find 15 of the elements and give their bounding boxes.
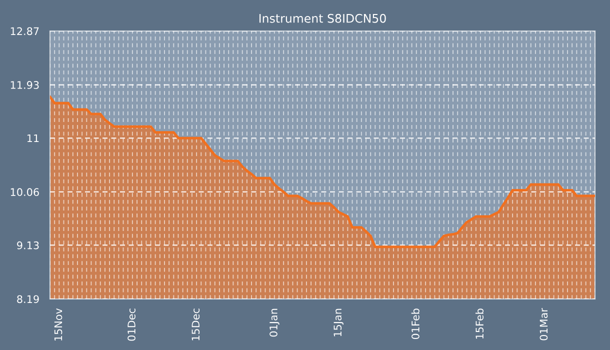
x-tick-label: 01Feb [411, 308, 420, 340]
x-tick-label: 01Mar [540, 308, 548, 340]
x-tick-label: 15Jan [334, 308, 344, 336]
x-tick-label: 15Feb [475, 308, 484, 339]
x-tick-label: 15Dec [192, 308, 200, 340]
x-tick-label: 01Dec [128, 308, 136, 341]
y-tick-label: 10.06 [10, 188, 39, 196]
chart-title: Instrument S8IDCN50 [259, 14, 386, 23]
y-tick-label: 8.19 [17, 295, 39, 304]
y-tick-label: 11 [27, 134, 39, 142]
y-tick-label: 11.93 [10, 81, 39, 89]
x-tick-label: 01Jan [270, 308, 280, 337]
x-tick-label: 15Nov [54, 308, 62, 340]
y-tick-label: 12.87 [10, 27, 39, 36]
y-tick-label: 9.13 [17, 241, 39, 250]
